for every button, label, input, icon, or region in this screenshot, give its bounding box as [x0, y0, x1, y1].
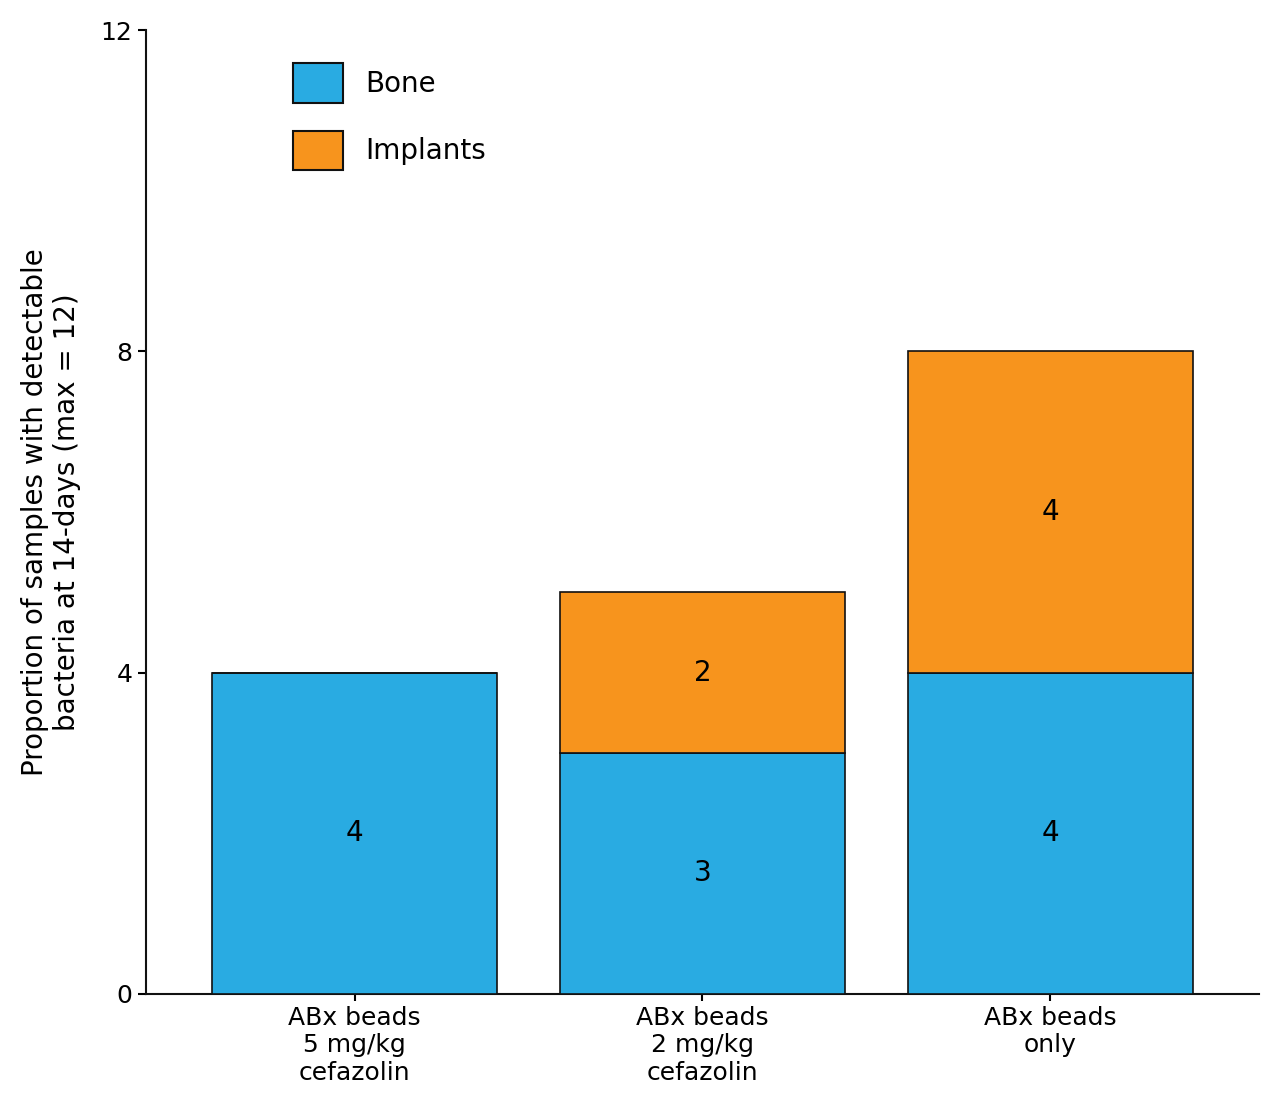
Text: 4: 4 [1042, 820, 1060, 847]
Legend: Bone, Implants: Bone, Implants [293, 63, 486, 170]
Text: 4: 4 [1042, 498, 1060, 526]
Text: 2: 2 [694, 658, 712, 687]
Y-axis label: Proportion of samples with detectable
bacteria at 14-days (max = 12): Proportion of samples with detectable ba… [20, 248, 81, 776]
Bar [559, 593, 845, 753]
Text: 4: 4 [346, 820, 364, 847]
Bar [908, 352, 1193, 672]
Bar [212, 672, 497, 994]
Text: 3: 3 [694, 859, 712, 887]
Bar [908, 672, 1193, 994]
Bar [559, 753, 845, 994]
